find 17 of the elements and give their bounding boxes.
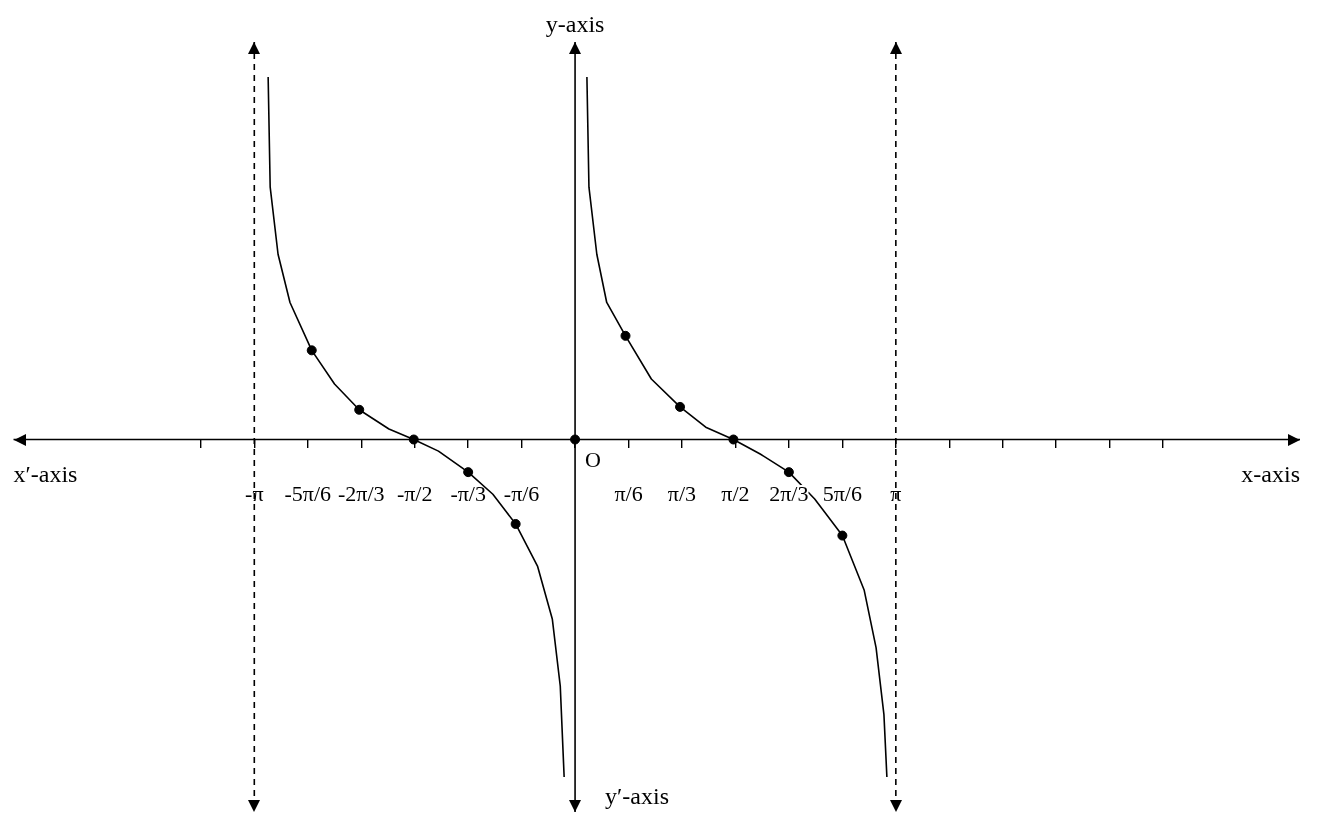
x-axis-title: x-axis [1241,460,1300,487]
annotation: O [585,447,601,473]
x-tick-label: π [890,481,902,507]
x-tick-label: π/6 [614,481,643,507]
text: y′-axis [605,783,669,810]
annotation: x′-axis [13,460,78,487]
x-tick-label: -π/3 [450,481,486,507]
x-tick-label: π/2 [721,481,750,507]
x-tick-label: -5π/6 [284,481,332,507]
x-tick-label: -π/2 [396,481,433,507]
x-tick-label: -π [245,481,264,507]
x-tick-label: 2π/3 [769,481,809,507]
x-tick-label: 5π/6 [822,481,862,507]
y-axis-title: y-axis [545,11,605,38]
x-tick-label: -π/6 [503,481,540,507]
x-tick-label: -2π/3 [337,481,385,507]
x-tick-label: π/3 [667,481,697,507]
